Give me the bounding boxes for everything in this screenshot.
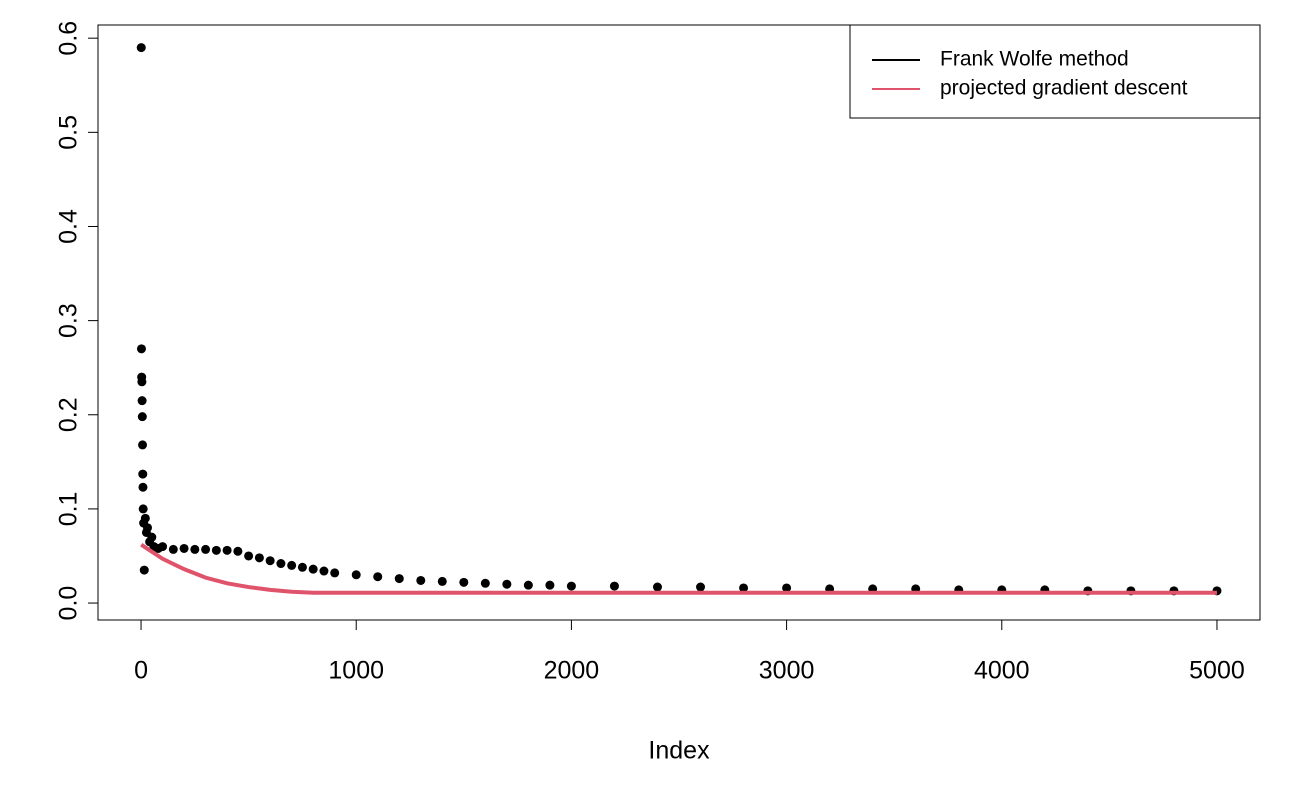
data-point [373, 572, 383, 582]
y-tick-label: 0.2 [55, 397, 83, 432]
data-point [138, 504, 148, 514]
data-point [782, 583, 792, 593]
data-point [138, 469, 148, 479]
data-point [480, 578, 490, 588]
y-tick-label: 0.4 [55, 209, 83, 244]
data-point [136, 344, 146, 354]
data-point [136, 43, 146, 53]
data-point [137, 396, 147, 406]
data-point [523, 580, 533, 590]
x-tick-label: 2000 [544, 657, 600, 685]
data-point [696, 582, 706, 592]
y-tick-label: 0.6 [55, 21, 83, 56]
data-point [137, 412, 147, 422]
data-point [233, 546, 243, 556]
x-axis-label: Index [648, 737, 710, 765]
data-point [244, 551, 254, 561]
data-point [287, 560, 297, 570]
data-point [138, 440, 148, 450]
data-point [394, 574, 404, 584]
y-tick-label: 0.3 [55, 303, 83, 338]
y-tick-label: 0.0 [55, 586, 83, 621]
data-point [459, 577, 469, 587]
data-point [147, 532, 157, 542]
data-point [652, 582, 662, 592]
data-point [502, 579, 512, 589]
data-point [566, 581, 576, 591]
series-line [140, 543, 1217, 595]
data-point [201, 544, 211, 554]
data-point [137, 377, 147, 387]
data-point [297, 562, 307, 572]
data-point [138, 482, 148, 492]
data-point [211, 545, 221, 555]
data-point [139, 565, 149, 575]
data-point [140, 513, 150, 523]
data-point [265, 556, 275, 566]
legend-box [849, 24, 1261, 119]
x-tick-label: 4000 [974, 657, 1030, 685]
x-tick-label: 3000 [759, 657, 815, 685]
x-tick-label: 5000 [1189, 657, 1245, 685]
x-tick-label: 1000 [328, 657, 384, 685]
data-point [179, 543, 189, 553]
y-tick-label: 0.5 [55, 115, 83, 150]
data-point [190, 544, 200, 554]
data-point [739, 583, 749, 593]
data-point [168, 544, 178, 554]
legend-label: Frank Wolfe method [940, 48, 1129, 71]
data-point [330, 568, 340, 578]
data-point [437, 576, 447, 586]
data-point [158, 542, 168, 552]
data-point [222, 545, 232, 555]
data-point [416, 575, 426, 585]
data-point [276, 559, 286, 569]
data-point [609, 581, 619, 591]
data-point [142, 523, 152, 533]
data-point [308, 564, 318, 574]
data-point [319, 566, 329, 576]
x-tick-label: 0 [134, 657, 148, 685]
data-point [254, 553, 264, 563]
legend: Frank Wolfe method projected gradient des… [849, 24, 1261, 119]
data-point [545, 580, 555, 590]
y-tick-label: 0.1 [55, 492, 83, 527]
data-point [351, 570, 361, 580]
legend-label: projected gradient descent [940, 77, 1188, 100]
